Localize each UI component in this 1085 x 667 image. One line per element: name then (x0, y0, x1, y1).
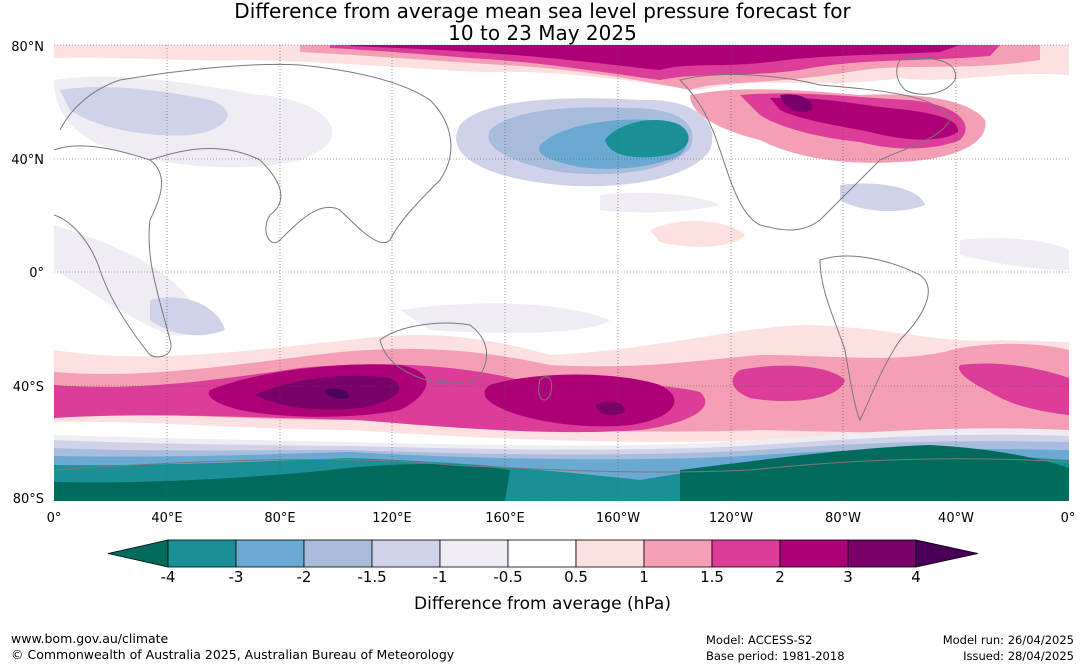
footer-model-run: Model run: 26/04/2025 (942, 633, 1074, 647)
colorbar-arrow-high (915, 539, 979, 568)
colorbar-tick-label: 4 (911, 568, 921, 586)
colorbar-tick-label: -4 (160, 568, 176, 586)
footer-url[interactable]: www.bom.gov.au/climate (11, 631, 169, 646)
colorbar-tick-label: 3 (843, 568, 853, 586)
lon-label: 80°E (264, 511, 295, 526)
colorbar-swatch (371, 539, 441, 568)
colorbar-tick-label: -1 (432, 568, 448, 586)
lon-label: 120°E (372, 511, 412, 526)
colorbar-arrow-low (107, 539, 169, 568)
lon-label: 0° (1061, 511, 1076, 526)
map-title-line1: Difference from average mean sea level p… (234, 0, 851, 23)
colorbar-tick-label: -1.5 (357, 568, 387, 586)
colorbar-swatch (711, 539, 781, 568)
colorbar-tick-label: -0.5 (493, 568, 523, 586)
colorbar-swatch (303, 539, 373, 568)
colorbar-tick-label: -3 (228, 568, 244, 586)
lon-label: 160°W (596, 511, 640, 526)
coastlines (54, 57, 1069, 473)
colorbar-swatch (439, 539, 509, 568)
colorbar-swatch (779, 539, 849, 568)
colorbar (107, 539, 979, 568)
footer-issued: Issued: 28/04/2025 (963, 649, 1074, 663)
footer-base-period: Base period: 1981-2018 (706, 649, 845, 663)
colorbar-tick-label: 0.5 (564, 568, 588, 586)
lat-label: 40°S (13, 380, 44, 395)
latitude-labels: 80°N 40°N 0° 40°S 80°S (11, 40, 44, 507)
colorbar-tick-label: 1.5 (700, 568, 724, 586)
lon-label: 80°W (825, 511, 861, 526)
lon-label: 120°W (709, 511, 753, 526)
colorbar-title: Difference from average (hPa) (414, 594, 671, 614)
colorbar-swatch (507, 539, 577, 568)
lon-label: 0° (47, 511, 62, 526)
longitude-labels: 0° 40°E 80°E 120°E 160°E 160°W 120°W 80°… (47, 511, 1076, 526)
colorbar-swatch (235, 539, 305, 568)
lat-label: 80°S (13, 492, 44, 507)
footer-model: Model: ACCESS-S2 (706, 633, 813, 647)
colorbar-swatch (643, 539, 713, 568)
lon-label: 40°W (938, 511, 974, 526)
colorbar-tick-label: 1 (639, 568, 649, 586)
colorbar-tick-label: -2 (296, 568, 312, 586)
lat-label: 40°N (11, 153, 44, 168)
footer-copyright: © Commonwealth of Australia 2025, Austra… (11, 647, 455, 662)
colorbar-swatch (167, 539, 237, 568)
colorbar-swatch (575, 539, 645, 568)
lat-label: 80°N (11, 40, 44, 55)
lon-label: 160°E (485, 511, 525, 526)
colorbar-tick-label: 2 (775, 568, 785, 586)
colorbar-swatch (847, 539, 917, 568)
lat-label: 0° (29, 266, 44, 281)
lon-label: 40°E (151, 511, 182, 526)
map-title-line2: 10 to 23 May 2025 (448, 21, 637, 45)
graticule (54, 44, 1069, 501)
anomaly-field (54, 45, 1069, 501)
